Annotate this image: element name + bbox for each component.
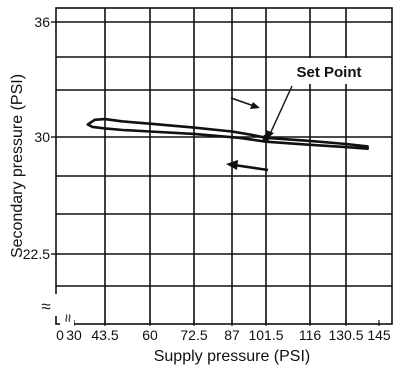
arrow-decreasing <box>226 160 269 172</box>
x-tick-label: 130.5 <box>328 327 363 343</box>
y-axis-break: ≈ <box>36 294 58 316</box>
y-tick-label: 30 <box>34 129 50 145</box>
x-tick-labels: 0 30 43.5 60 72.5 87 101.5 116 130.5 145 <box>56 320 391 343</box>
series-line <box>86 117 369 150</box>
arrow-increasing <box>230 97 260 109</box>
y-tick-labels: 22.5 30 36 <box>23 14 56 262</box>
x-tick-label: 43.5 <box>91 327 118 343</box>
x-tick-label: 87 <box>224 327 240 343</box>
plot-area <box>55 7 393 325</box>
set-point-label: Set Point <box>296 64 361 81</box>
set-point-annotation: Set Point <box>266 58 376 139</box>
y-axis-label: Secondary pressure (PSI) <box>9 74 26 258</box>
svg-text:≈: ≈ <box>41 297 50 316</box>
x-tick-label: 101.5 <box>248 327 283 343</box>
y-tick-label: 36 <box>34 14 50 30</box>
y-tick-label: 22.5 <box>23 246 50 262</box>
x-axis-break: ≈ <box>59 308 76 328</box>
x-axis-label: Supply pressure (PSI) <box>154 348 311 365</box>
svg-text:≈: ≈ <box>59 314 76 322</box>
x-tick-label: 60 <box>142 327 158 343</box>
x-tick-label: 72.5 <box>180 327 207 343</box>
x-tick-label: 116 <box>299 327 322 343</box>
x-tick-label: 30 <box>66 327 82 343</box>
x-tick-label: 145 <box>367 327 391 343</box>
x-tick-label: 0 <box>56 327 64 343</box>
